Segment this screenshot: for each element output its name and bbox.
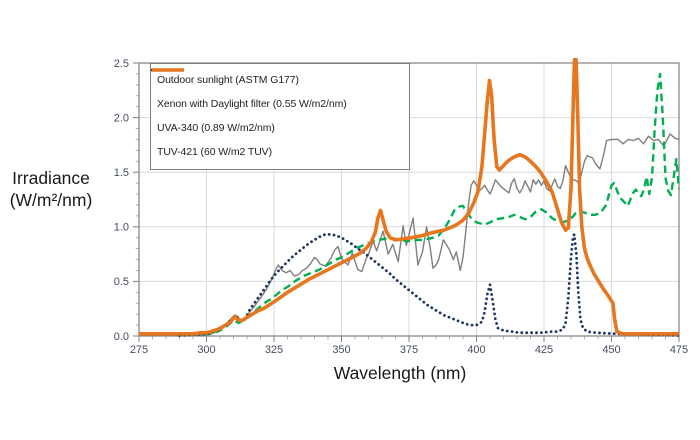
y-tick-label: 2.0 (114, 112, 129, 124)
x-axis-title: Wavelength (nm) (333, 363, 467, 383)
y-axis-title-line1: Irradiance (12, 168, 90, 188)
x-tick-label: 275 (130, 344, 148, 356)
y-axis-title: Irradiance (W/m²/nm) (0, 168, 102, 211)
y-tick-label: 1.0 (114, 222, 129, 234)
y-tick-label: 0.0 (114, 331, 129, 343)
series-line-uva-340-0-89-w-m2-nm (178, 233, 681, 337)
axis-ticks (133, 62, 680, 342)
x-tick-label: 300 (197, 344, 215, 356)
legend-item-label: UVA-340 (0.89 W/m2/nm) (157, 122, 275, 134)
x-tick-labels: 275 300 325 350 375 400 425 450 475 (130, 344, 688, 356)
legend-item-label: TUV-421 (60 W/m2 TUV) (157, 146, 272, 158)
y-tick-label: 1.5 (114, 167, 129, 179)
x-tick-label: 325 (265, 344, 283, 356)
x-tick-label: 450 (602, 344, 620, 356)
series-line-outdoor-sunlight-astm-g177 (179, 133, 680, 337)
legend-item: TUV-421 (60 W/m2 TUV) (152, 68, 403, 164)
legend-item-label: Outdoor sunlight (ASTM G177) (157, 74, 299, 86)
series-line-tuv-421-60-w-m2-tuv (139, 57, 679, 336)
x-tick-label: 350 (332, 344, 350, 356)
chart-legend: Outdoor sunlight (ASTM G177) Xenon with D… (150, 63, 410, 170)
x-tick-label: 400 (467, 344, 485, 356)
x-tick-label: 375 (400, 344, 418, 356)
x-tick-label: 475 (670, 344, 688, 356)
legend-line-sample-solid (152, 68, 184, 72)
x-tick-label: 425 (535, 344, 553, 356)
y-tick-label: 2.5 (114, 58, 129, 70)
legend-item: UVA-340 (0.89 W/m2/nm) (151, 68, 403, 140)
legend-item: Xenon with Daylight filter (0.55 W/m2/nm… (152, 68, 403, 116)
legend-item: Outdoor sunlight (ASTM G177) (152, 68, 403, 92)
y-tick-labels: 0.0 0.5 1.0 1.5 2.0 2.5 (114, 58, 129, 343)
y-tick-label: 0.5 (114, 276, 129, 288)
legend-item-label: Xenon with Daylight filter (0.55 W/m2/nm… (157, 98, 347, 110)
y-axis-title-line2: (W/m²/nm) (9, 189, 93, 210)
